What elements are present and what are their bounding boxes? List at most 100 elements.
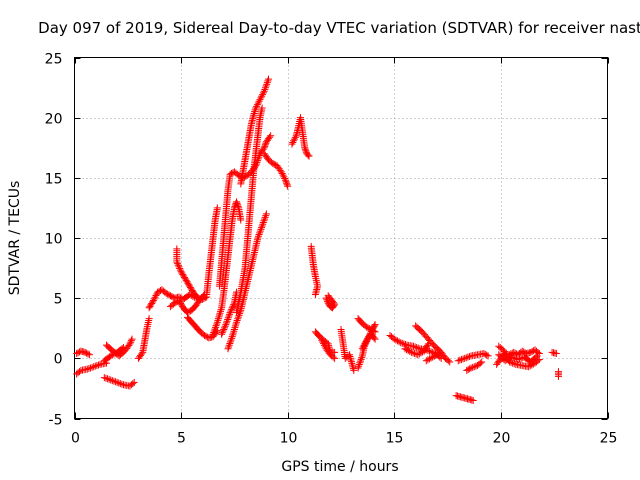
data-point xyxy=(444,357,452,365)
data-point xyxy=(358,345,366,353)
data-point xyxy=(459,355,467,363)
data-point xyxy=(259,89,267,97)
data-point xyxy=(174,260,182,268)
data-point xyxy=(110,350,118,358)
data-point xyxy=(364,324,372,332)
data-point xyxy=(520,348,528,356)
data-point xyxy=(532,353,540,361)
data-point xyxy=(357,355,365,363)
data-point xyxy=(228,333,236,341)
x-tick-label: 5 xyxy=(177,431,186,447)
data-point xyxy=(75,368,83,376)
data-point xyxy=(427,348,435,356)
data-point xyxy=(85,351,93,359)
data-point xyxy=(433,350,441,358)
data-point xyxy=(371,328,379,336)
data-point xyxy=(173,258,181,266)
data-point xyxy=(319,338,327,346)
data-point xyxy=(525,363,533,371)
data-point xyxy=(266,133,274,141)
data-point xyxy=(446,358,454,366)
data-point xyxy=(193,293,201,301)
data-point xyxy=(258,104,266,112)
data-point xyxy=(85,365,93,373)
data-point xyxy=(228,334,236,342)
data-point xyxy=(222,319,230,327)
data-point xyxy=(228,304,236,312)
data-point xyxy=(325,293,333,301)
data-point xyxy=(282,178,290,186)
x-tick-label: 15 xyxy=(386,431,404,447)
data-point xyxy=(390,335,398,343)
data-point xyxy=(251,108,259,116)
data-point xyxy=(250,111,258,119)
data-point xyxy=(258,92,266,100)
data-point xyxy=(73,350,81,358)
data-point xyxy=(456,356,464,364)
y-tick-label: 25 xyxy=(45,52,63,68)
data-point xyxy=(464,353,472,361)
data-point xyxy=(370,327,378,335)
data-point xyxy=(417,349,425,357)
data-point xyxy=(129,380,137,388)
data-point xyxy=(509,359,517,367)
data-point xyxy=(358,354,366,362)
data-point xyxy=(229,329,237,337)
data-point xyxy=(279,171,287,179)
data-point xyxy=(508,353,516,361)
data-point xyxy=(166,292,174,300)
data-point xyxy=(397,339,405,347)
data-point xyxy=(432,351,440,359)
data-point xyxy=(116,380,124,388)
data-point xyxy=(463,366,471,374)
data-point xyxy=(209,330,217,338)
data-point xyxy=(501,349,509,357)
data-point xyxy=(267,132,275,140)
data-point xyxy=(251,106,259,114)
data-point xyxy=(227,336,235,344)
data-point xyxy=(320,341,328,349)
data-point xyxy=(370,322,378,330)
data-point xyxy=(421,346,429,354)
data-point xyxy=(253,101,261,109)
data-point xyxy=(102,374,110,382)
data-point xyxy=(183,278,191,286)
data-point xyxy=(371,335,379,343)
data-point xyxy=(233,318,241,326)
data-point xyxy=(356,359,364,367)
data-point xyxy=(185,281,193,289)
data-point xyxy=(107,352,115,360)
data-point xyxy=(510,348,518,356)
data-point xyxy=(422,344,430,352)
data-point xyxy=(464,366,472,374)
data-point xyxy=(128,335,136,343)
data-point xyxy=(256,229,264,237)
y-axis-label: SDTVAR / TECUs xyxy=(7,181,23,296)
data-point xyxy=(90,363,98,371)
data-point xyxy=(368,326,376,334)
data-point xyxy=(226,309,234,317)
data-point xyxy=(94,361,102,369)
data-point xyxy=(261,142,269,150)
data-point xyxy=(84,350,92,358)
data-point xyxy=(415,350,423,358)
data-point xyxy=(259,91,267,99)
data-point xyxy=(213,320,221,328)
data-point xyxy=(393,337,401,345)
data-point xyxy=(423,343,431,351)
data-point xyxy=(507,359,515,367)
data-point xyxy=(261,141,269,149)
data-point xyxy=(371,321,379,329)
data-point xyxy=(365,325,373,333)
data-point xyxy=(220,324,228,332)
data-point xyxy=(291,135,299,143)
data-point xyxy=(370,334,378,342)
data-point xyxy=(255,97,263,105)
data-point xyxy=(320,340,328,348)
y-tick-labels: -5 0 5 10 15 20 25 xyxy=(45,52,63,429)
data-point xyxy=(115,379,123,387)
data-point xyxy=(162,289,170,297)
data-point xyxy=(484,352,492,360)
data-point xyxy=(427,354,435,362)
axis-ticks xyxy=(74,57,609,420)
